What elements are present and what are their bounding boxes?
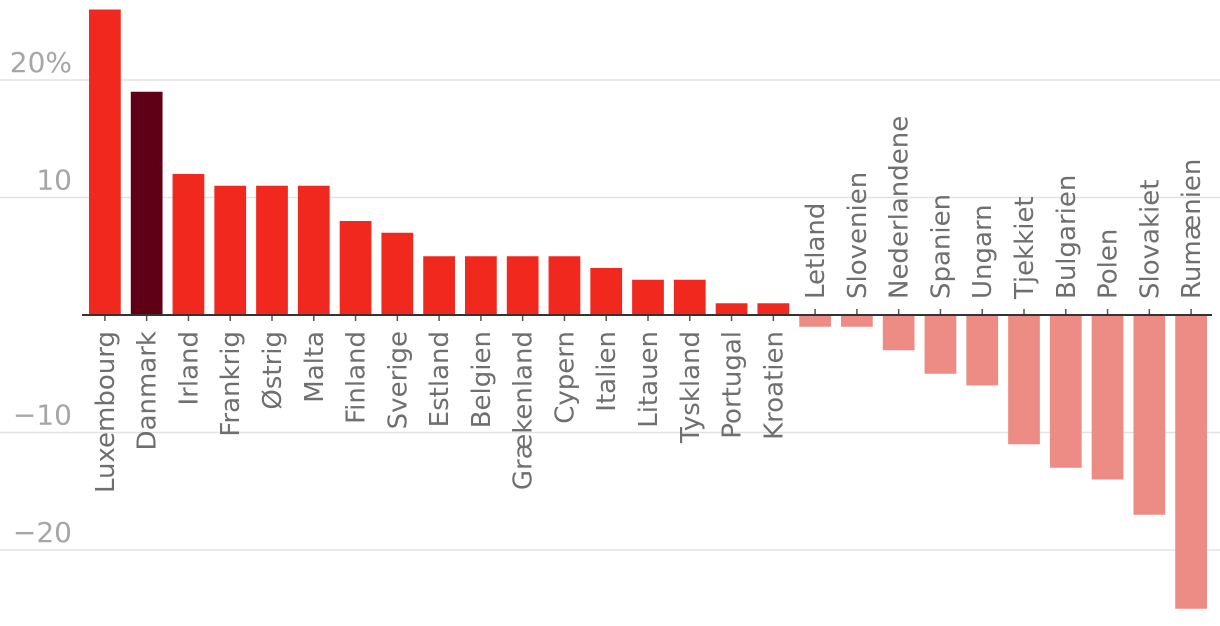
bar-irland [172,174,205,315]
y-axis-tick-labels: 20% 10 −10 −20 [10,46,72,549]
category-label: Portugal [718,331,748,439]
category-label: Estland [425,331,455,427]
bar-tjekkiet [1008,315,1040,445]
bar-kroatien [757,303,790,315]
bar-letland [799,315,831,327]
bar-nederlandene [882,315,915,351]
category-label: Italien [592,331,622,412]
bars [89,9,1207,609]
category-label: Sverige [383,331,413,429]
bar-litauen [632,279,664,315]
category-label: Spanien [926,194,956,299]
category-label: Frankrig [216,331,246,437]
bar-slovenien [841,315,873,327]
y-tick-label: −10 [13,399,72,432]
category-label: Belgien [467,331,497,428]
bar-belgien [465,256,497,315]
zero-axis [82,309,1212,321]
category-label: Irland [174,331,204,406]
category-label: Rumænien [1177,159,1207,299]
category-label: Østrig [258,331,288,410]
bar-tyskland [673,279,706,315]
bar-luxembourg [89,9,121,315]
bar-grækenland [506,256,539,315]
category-label: Kroatien [759,331,789,440]
bar-rumænien [1175,315,1207,609]
bar-spanien [924,315,957,374]
bar-estland [423,256,455,315]
category-label: Bulgarien [1052,175,1082,299]
bar-malta [297,185,330,315]
bar-frankrig [214,185,247,315]
category-label: Grækenland [509,331,539,490]
bar-italien [590,268,623,315]
y-tick-label: 10 [36,164,72,197]
category-label: Finland [342,331,372,424]
bar-danmark [130,91,163,315]
bar-ungarn [966,315,999,386]
bar-portugal [715,303,748,315]
bar-cypern [548,256,581,315]
category-label: Tyskland [676,331,706,444]
category-label: Letland [801,203,831,299]
category-labels: Luxembourg Danmark Irland Frankrig Østrig Mal… [91,116,1207,493]
category-label: Polen [1094,229,1124,299]
bar-polen [1091,315,1124,480]
category-label: Ungarn [968,204,998,299]
category-label: Slovenien [843,172,873,299]
category-label: Litauen [634,331,664,428]
category-label: Slovakiet [1135,180,1165,299]
y-tick-label: −20 [13,516,72,549]
bar-sverige [381,232,414,315]
category-label: Malta [300,331,330,403]
bar-slovakiet [1133,315,1166,515]
category-label: Tjekkiet [1010,196,1040,300]
category-label: Danmark [133,331,163,450]
category-label: Luxembourg [91,331,121,493]
bar-bulgarien [1049,315,1082,468]
bar-finland [339,221,372,315]
category-label: Nederlandene [885,116,915,299]
bar-østrig [256,185,288,315]
y-tick-label: 20% [10,46,72,79]
category-label: Cypern [550,331,580,424]
